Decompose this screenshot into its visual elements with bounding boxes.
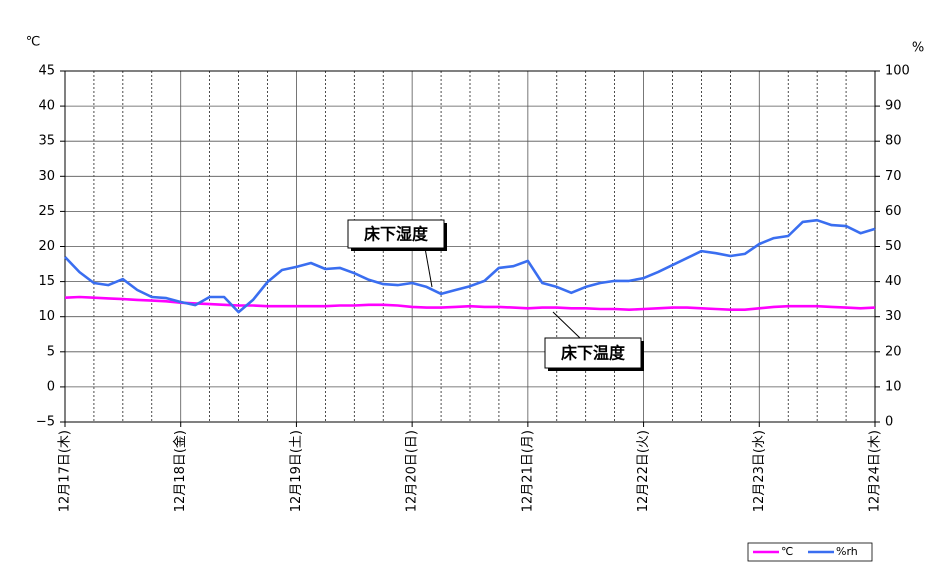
annotation-leader [424, 247, 433, 288]
y-tick-label: 35 [38, 134, 55, 149]
y2-tick-label: 20 [885, 344, 902, 359]
legend-label: ℃ [781, 545, 793, 558]
y-tick-label: 20 [38, 239, 55, 254]
y2-axis-unit: % [912, 41, 924, 56]
annotation-box [544, 337, 642, 369]
y-tick-label: 30 [38, 169, 55, 184]
y2-tick-label: 40 [885, 274, 902, 289]
y-tick-label: 15 [38, 274, 55, 289]
x-tick-label: 12月22日(火) [636, 430, 651, 512]
y-tick-label: 0 [47, 379, 55, 394]
y2-tick-label: 80 [885, 134, 902, 149]
annotation: 床下湿度 [364, 225, 429, 244]
y2-tick-label: 10 [885, 379, 902, 394]
y2-tick-label: 30 [885, 309, 902, 324]
annotation: 床下温度 [561, 344, 626, 363]
y-tick-label: 25 [38, 204, 55, 219]
y-tick-label: 10 [38, 309, 55, 324]
plot-border [64, 70, 876, 423]
y2-tick-label: 60 [885, 204, 902, 219]
y-axis-unit: ℃ [26, 35, 41, 50]
x-tick-label: 12月18日(金) [172, 430, 188, 512]
x-tick-label: 12月24日(木) [868, 430, 883, 512]
y2-tick-label: 90 [885, 99, 902, 114]
y-tick-label: 5 [47, 344, 55, 359]
y-tick-label: −5 [36, 415, 55, 430]
x-tick-label: 12月19日(土) [289, 430, 304, 512]
y2-tick-label: 70 [885, 169, 902, 184]
annotation-leader [552, 311, 581, 339]
legend-label: %rh [836, 545, 858, 558]
x-tick-label: 12月23日(水) [752, 430, 767, 512]
annotation-box [347, 219, 445, 249]
y-tick-label: 40 [38, 99, 55, 114]
series-line [64, 218, 876, 314]
x-tick-label: 12月20日(日) [405, 430, 420, 512]
x-tick-label: 12月17日(木) [58, 430, 73, 512]
y2-tick-label: 100 [885, 64, 910, 79]
y-tick-label: 45 [38, 64, 55, 79]
y2-tick-label: 0 [885, 415, 893, 430]
y2-tick-label: 50 [885, 239, 902, 254]
x-tick-label: 12月21日(月) [520, 430, 535, 512]
